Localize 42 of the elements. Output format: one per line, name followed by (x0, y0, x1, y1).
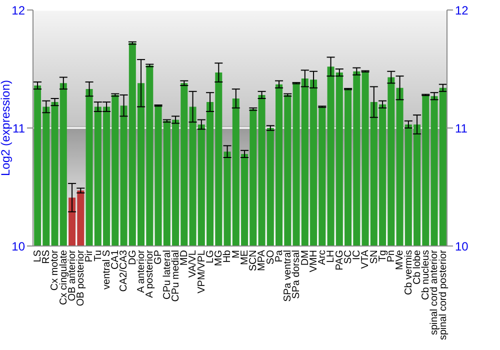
x-tick-label: Pir (84, 249, 96, 262)
x-tick-label: CPu medial (170, 250, 182, 302)
x-tick-label: VMH (308, 250, 320, 272)
x-tick-label: DM (300, 250, 311, 266)
y2-tick-label: 12 (455, 3, 469, 18)
x-tick-label: VTA (360, 250, 372, 269)
y2-tick-label: 10 (455, 239, 469, 254)
x-tick-label: Tu (92, 250, 104, 262)
x-tick-label: OB anterior (66, 249, 78, 302)
y-axis-title: Log2 (expression) (0, 80, 12, 176)
x-tick-label: MVe (394, 250, 406, 270)
x-tick-label: ventral S (101, 250, 112, 290)
x-tick-label: Cb lobe (412, 250, 423, 284)
x-tick-label: CA2/CA3 (118, 250, 130, 292)
x-tick-label: Tg (377, 250, 388, 262)
x-tick-label: Pa (274, 250, 285, 262)
x-tick-label: ME (239, 250, 250, 265)
x-tick-label: SC (342, 250, 354, 264)
x-tick-label: MPA (256, 250, 268, 271)
x-tick-label: Hb (222, 250, 234, 263)
y2-tick-label: 11 (455, 121, 468, 136)
x-tick-label: PAG (334, 250, 346, 270)
x-tick-label: A posterior (144, 249, 156, 298)
x-tick-label: VPM/VPL (196, 250, 208, 294)
y-tick-label: 10 (12, 239, 26, 254)
x-tick-label: spinal cord anterior (429, 249, 440, 336)
x-tick-label: OB posterior (76, 249, 87, 306)
x-tick-label: LH (326, 250, 337, 263)
x-tick-label: SO (265, 250, 276, 264)
x-tick-label: M (230, 250, 242, 258)
x-tick-label: A anterior (136, 249, 147, 293)
x-tick-label: SN (368, 250, 380, 264)
x-tick-label: Cx cingulate (58, 250, 70, 306)
x-tick-label: spinal cord posterior (438, 249, 449, 340)
x-tick-label: LS (32, 250, 44, 262)
x-tick-label: RS (41, 250, 52, 264)
x-tick-label: GP (153, 250, 164, 264)
x-tick-label: LG (204, 250, 216, 264)
y-tick-label: 12 (12, 3, 26, 18)
y-tick-label: 11 (12, 121, 26, 136)
x-tick-label: DG (127, 250, 138, 265)
x-tick-label: SPa dorsal (291, 250, 302, 299)
